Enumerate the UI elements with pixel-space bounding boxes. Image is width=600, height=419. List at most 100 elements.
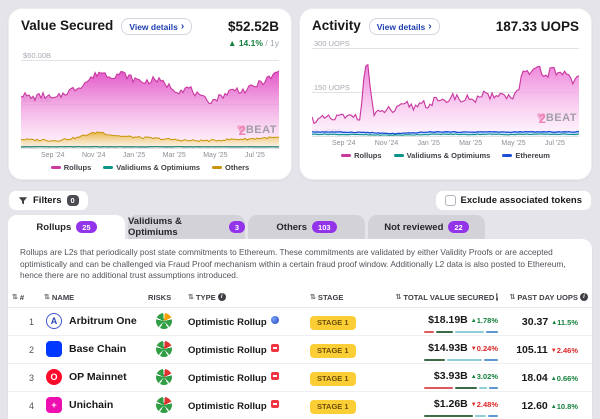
project-name-link[interactable]: OP Mainnet (69, 371, 127, 384)
uops-value: 12.60 (521, 400, 548, 413)
column-label: # (19, 292, 25, 302)
type-cell: Optimistic Rollup (184, 362, 306, 392)
table-row[interactable]: 3 O OP Mainnet Optimistic Rollup STAGE 1 $3.9… (8, 362, 592, 392)
column-header-name[interactable]: ⇅ NAME (40, 287, 144, 308)
row-rank: 2 (28, 345, 34, 356)
tab-others[interactable]: Others 103 (248, 215, 365, 239)
arrow-up-icon: ▲ (550, 404, 557, 411)
checkbox-icon[interactable] (444, 195, 456, 206)
table-row[interactable]: 1 A Arbitrum One Optimistic Rollup STAGE 1 $1… (8, 307, 592, 335)
risk-rosette-icon[interactable] (156, 397, 172, 414)
stage-cell: STAGE 1 (306, 362, 394, 392)
table-row[interactable]: 4 + Unichain Optimistic Rollup STAGE 1 $1.26B… (8, 390, 592, 419)
arrow-up-icon: ▲ (470, 317, 477, 324)
stage-cell: STAGE 1 (306, 334, 394, 364)
bar-segment (424, 330, 434, 334)
superchain-badge-icon[interactable] (270, 372, 279, 381)
tvs-change: ▲1.78% (470, 315, 498, 325)
project-name-link[interactable]: Base Chain (69, 343, 127, 356)
risk-rosette-icon[interactable] (156, 313, 172, 330)
table-row[interactable]: 2 Base Chain Optimistic Rollup STAGE 1 $14.9… (8, 334, 592, 364)
activity-card: Activity View details › 187.33 UOPS 300 … (299, 8, 592, 180)
superchain-badge-icon[interactable] (270, 400, 279, 409)
stage-badge[interactable]: STAGE 1 (310, 343, 356, 358)
value-secured-chart[interactable] (21, 60, 279, 148)
type-label: Optimistic Rollup (188, 317, 267, 329)
sort-icon[interactable]: ⇅ (509, 294, 516, 302)
gridline (312, 48, 579, 49)
chevron-right-icon: › (428, 20, 432, 32)
risk-rosette-icon[interactable] (156, 369, 172, 386)
y-tick: 150 UOPS (314, 83, 350, 92)
project-name-link[interactable]: Arbitrum One (69, 315, 137, 328)
filters-button[interactable]: Filters 0 (8, 190, 89, 211)
sort-icon[interactable]: ⇅ (12, 294, 18, 302)
watermark-number: 2 (238, 122, 246, 138)
stage-badge[interactable]: STAGE 1 (310, 371, 356, 386)
x-tick: Nov '24 (374, 140, 399, 147)
sort-icon[interactable]: ⇅ (44, 294, 50, 302)
sort-icon[interactable]: ⇅ (310, 294, 316, 302)
tab-validiums-optimiums[interactable]: Validiums & Optimiums 3 (128, 215, 245, 239)
value-secured-legend: Rollups Validiums & Optimiums Others (9, 163, 291, 172)
tab-not-reviewed[interactable]: Not reviewed 22 (368, 215, 485, 239)
type-cell: Optimistic Rollup (184, 307, 306, 335)
bar-segment (424, 414, 473, 418)
name-cell: + Unichain (40, 390, 144, 419)
legend-item: Validiums & Optimiums (103, 163, 200, 172)
activity-x-axis: Sep '24 Nov '24 Jan '25 Mar '25 May '25 Jul '… (300, 138, 591, 147)
tab-label: Validiums & Optimiums (128, 216, 182, 238)
bar-segment (447, 358, 482, 362)
column-header-risks[interactable]: RISKS (144, 287, 184, 308)
bar-segment (479, 386, 488, 390)
activity-view-details-button[interactable]: View details › (368, 18, 440, 35)
name-cell: O OP Mainnet (40, 362, 144, 392)
info-icon[interactable]: i (496, 293, 498, 302)
info-icon[interactable]: i (217, 293, 226, 302)
legend-label: Rollups (63, 163, 92, 172)
arrow-up-icon: ▲ (551, 320, 558, 327)
past-day-uops-cell: 18.04 ▲0.66% (502, 362, 592, 392)
column-header-past-day-uops[interactable]: ⇅ PAST DAY UOPS i (502, 287, 592, 308)
x-tick: Sep '24 (41, 152, 65, 159)
uops-change: ▼2.46% (550, 346, 578, 356)
activity-chart[interactable] (312, 48, 579, 136)
superchain-badge-icon[interactable] (270, 344, 279, 353)
tvs-composition-bar (424, 414, 498, 418)
chevron-right-icon: › (180, 20, 185, 32)
risk-rosette-icon[interactable] (156, 341, 172, 358)
tvs-composition-bar (424, 386, 498, 390)
x-tick: Jul '25 (544, 140, 565, 147)
column-header--[interactable]: ⇅ # (8, 287, 40, 308)
sort-icon[interactable]: ⇅ (188, 294, 194, 302)
view-details-label: View details (129, 21, 178, 32)
legend-swatch-icon (212, 166, 223, 169)
project-name-link[interactable]: Unichain (69, 399, 114, 412)
column-header-type[interactable]: ⇅ TYPE i (184, 287, 306, 308)
name-cell: Base Chain (40, 334, 144, 364)
x-tick: Jan '25 (122, 152, 146, 159)
total-value-secured-cell: $18.19B ▲1.78% (394, 307, 502, 335)
info-icon[interactable]: i (580, 293, 588, 302)
view-details-label: View details (376, 21, 426, 32)
stage-badge[interactable]: STAGE 1 (310, 399, 356, 414)
value-secured-view-details-button[interactable]: View details › (121, 18, 193, 35)
column-header-total-value-secured[interactable]: ⇅ TOTAL VALUE SECURED i (394, 287, 502, 308)
stage-badge[interactable]: STAGE 1 (310, 315, 356, 330)
column-header-stage[interactable]: ⇅ STAGE (306, 287, 394, 308)
activity-legend: Rollups Validiums & Optimiums Ethereum (300, 151, 591, 160)
tab-rollups[interactable]: Rollups 25 (8, 215, 125, 239)
x-tick: Jan '25 (417, 140, 440, 147)
bar-segment (475, 414, 486, 418)
exclude-associated-tokens-toggle[interactable]: Exclude associated tokens (434, 190, 592, 211)
uops-change: ▲0.66% (550, 374, 578, 384)
legend-swatch-icon (341, 154, 352, 157)
sort-icon[interactable]: ⇅ (395, 294, 402, 302)
l2beat-watermark: ♥ 2 BEAT (236, 122, 277, 138)
heart-icon: ♥ (536, 109, 546, 126)
base-chain-logo-icon (46, 341, 62, 358)
legend-item: Rollups (50, 163, 92, 172)
column-label: RISKS (148, 292, 172, 302)
type-label: Optimistic Rollup (188, 373, 267, 385)
orbit-badge-icon[interactable] (270, 316, 279, 325)
